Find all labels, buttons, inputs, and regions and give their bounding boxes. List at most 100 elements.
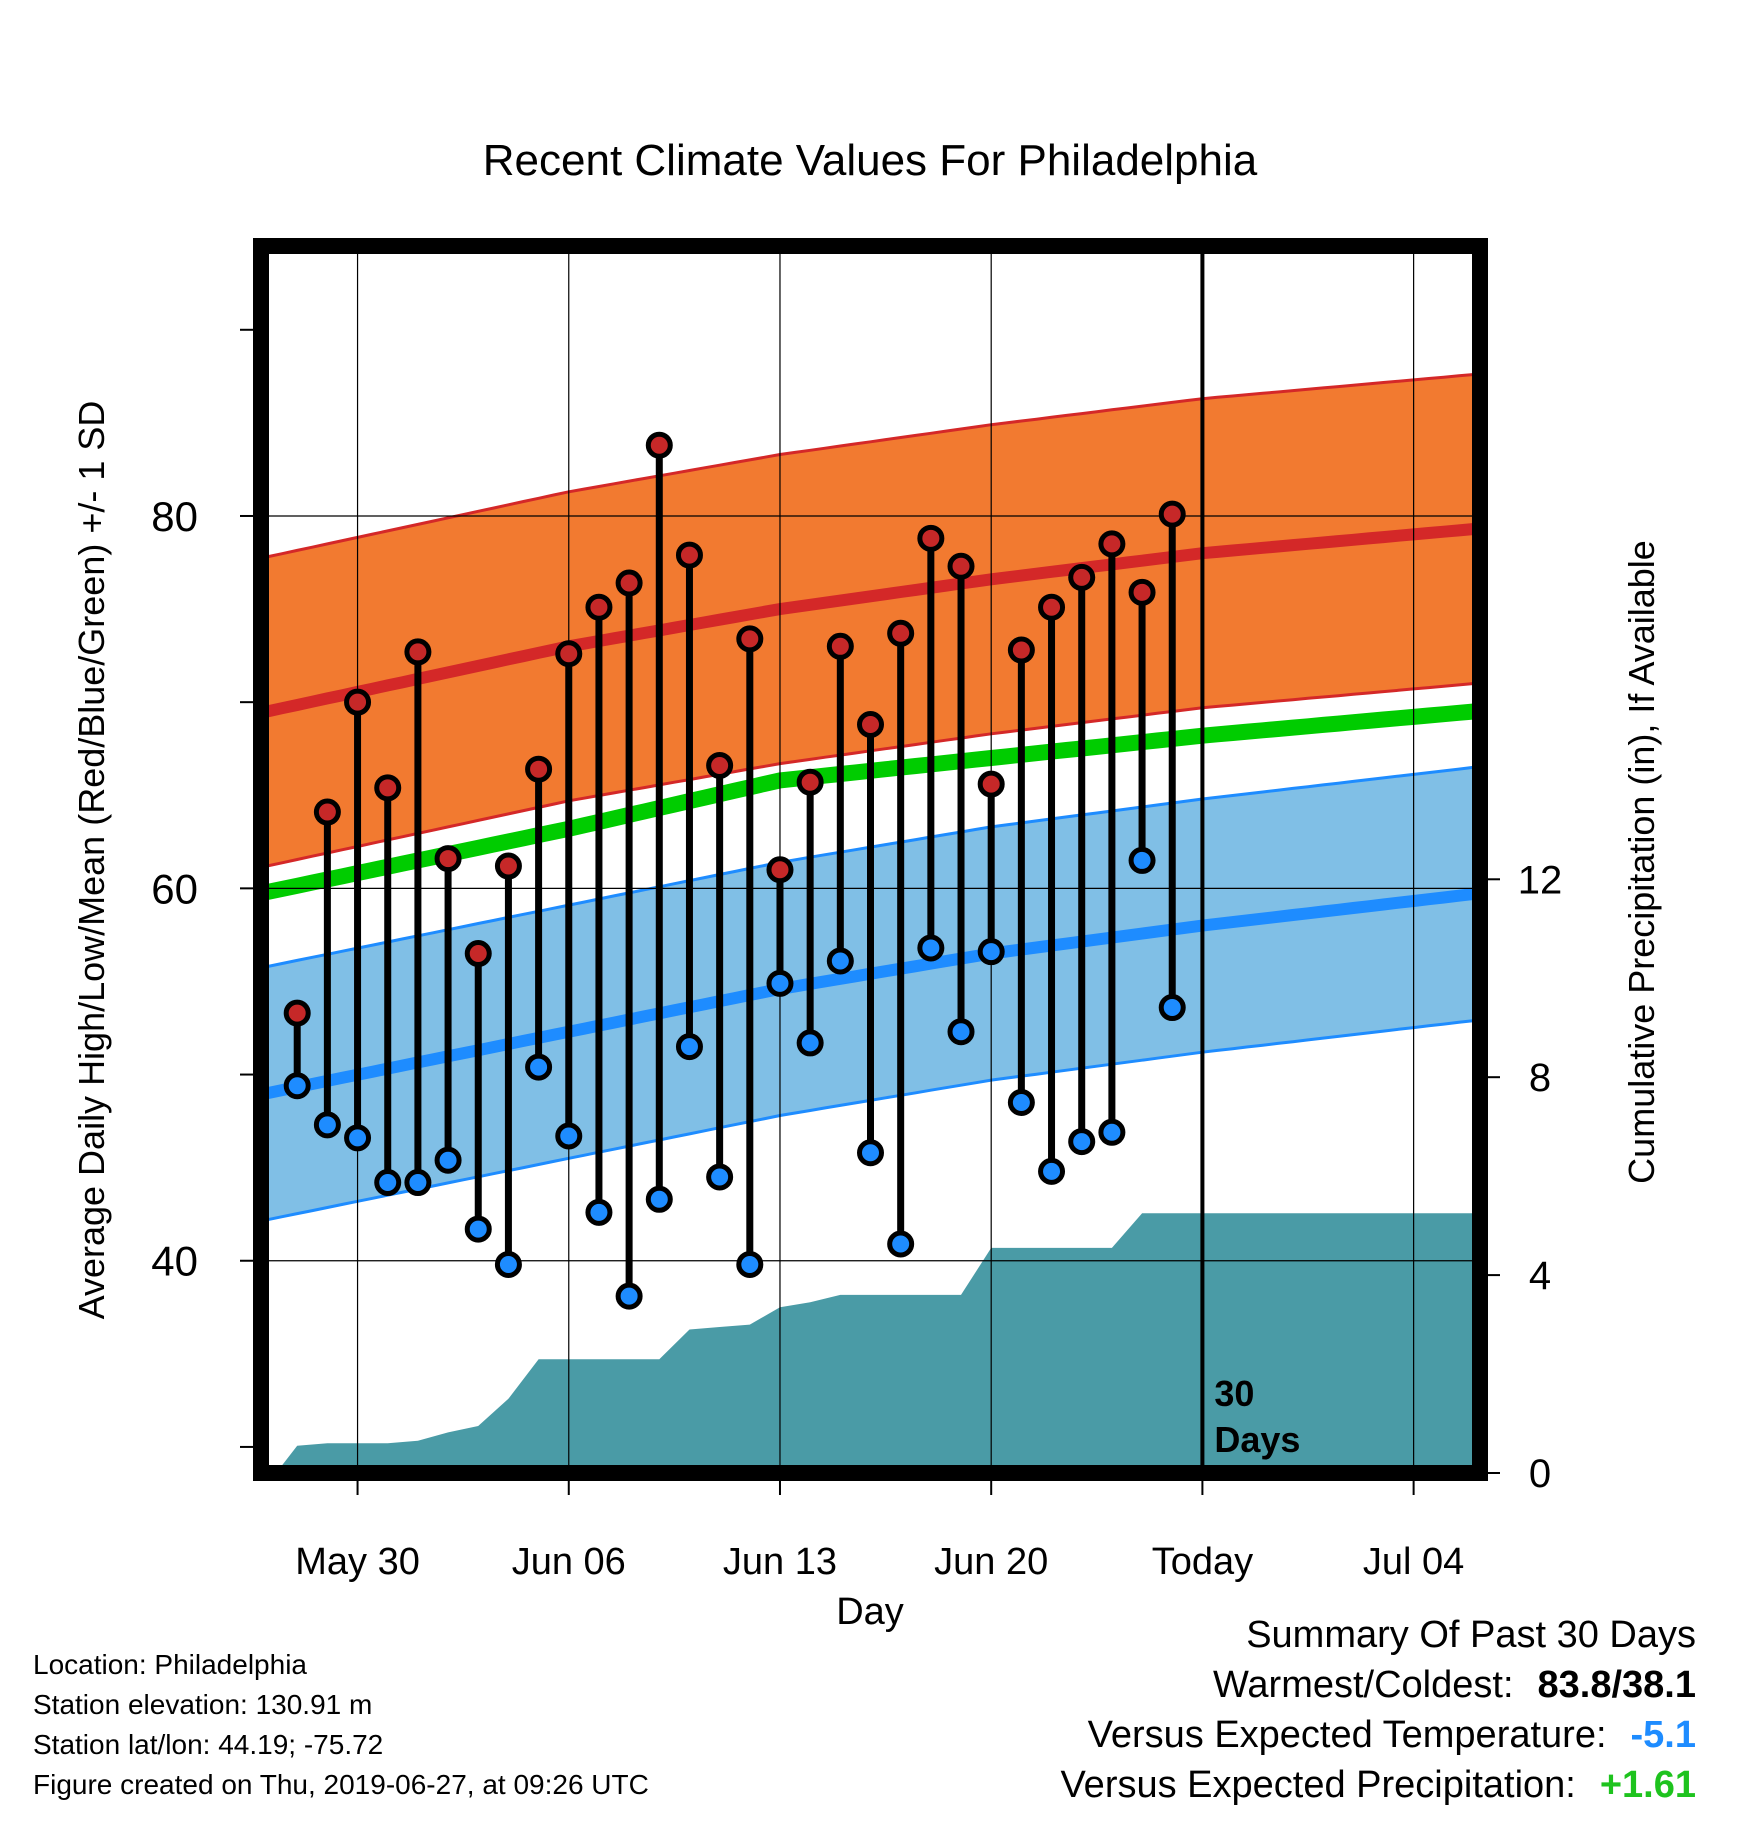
daily-high-marker	[645, 431, 673, 459]
summary-label: Warmest/Coldest:	[1212, 1664, 1514, 1706]
daily-low-marker	[645, 1185, 673, 1213]
y2-tick-label: 0	[1529, 1452, 1551, 1496]
today-window-label-line: Days	[1214, 1419, 1300, 1460]
summary-label: Versus Expected Temperature:	[1087, 1714, 1607, 1756]
y2-tick-label: 12	[1518, 858, 1563, 902]
y-tick-label: 40	[151, 1238, 198, 1285]
daily-high-marker	[857, 711, 884, 739]
summary-heading: Summary Of Past 30 Days	[1246, 1614, 1696, 1656]
daily-low-marker	[374, 1169, 402, 1197]
daily-high-marker	[736, 625, 764, 653]
x-tick-label: Jun 06	[512, 1541, 626, 1583]
daily-high-marker	[313, 798, 341, 826]
daily-high-marker	[615, 569, 643, 597]
daily-low-marker	[977, 938, 1005, 966]
daily-low-marker	[494, 1250, 522, 1278]
summary-value: 83.8/38.1	[1537, 1664, 1696, 1706]
today-window-label: 30 Days	[1214, 1373, 1300, 1460]
daily-low-marker	[555, 1122, 583, 1150]
x-tick-label: Jun 13	[723, 1541, 837, 1583]
today-window-label-line: 30	[1214, 1373, 1254, 1414]
daily-low-marker	[1038, 1157, 1066, 1185]
summary-row-extremes: Warmest/Coldest: 83.8/38.1	[1060, 1660, 1696, 1710]
daily-high-marker	[283, 999, 311, 1027]
daily-low-marker	[464, 1215, 492, 1243]
daily-high-marker	[585, 593, 613, 621]
plot-area: 30 Days	[261, 246, 1480, 1473]
axes: 40 60 80 0 4 8 12 May 30 Jun 06 Jun 13 Jun 20 Today…	[151, 328, 1563, 1583]
created-text: Figure created on Thu, 2019-06-27, at 09…	[33, 1769, 649, 1800]
summary-label: Versus Expected Precipitation:	[1060, 1764, 1576, 1806]
x-tick-label: Jun 20	[934, 1541, 1048, 1583]
elevation-text: Station elevation: 130.91 m	[33, 1689, 373, 1720]
y2-tick-label: 8	[1529, 1056, 1551, 1100]
daily-high-marker	[1068, 563, 1096, 591]
daily-low-marker	[1128, 846, 1156, 874]
daily-high-marker	[977, 770, 1005, 798]
daily-high-marker	[434, 845, 462, 873]
chart-title: Recent Climate Values For Philadelphia	[483, 136, 1258, 185]
daily-high-marker	[917, 524, 945, 552]
daily-low-marker	[1007, 1088, 1035, 1116]
summary-value: -5.1	[1630, 1714, 1696, 1756]
summary-panel: Summary Of Past 30 Days Warmest/Coldest:…	[1060, 1610, 1696, 1810]
precipitation-area	[276, 1213, 1475, 1473]
daily-low-marker	[344, 1124, 372, 1152]
daily-high-marker	[1038, 593, 1066, 621]
daily-low-marker	[857, 1139, 884, 1167]
daily-low-marker	[404, 1169, 432, 1197]
x-tick-label: Jul 04	[1363, 1541, 1464, 1583]
daily-low-marker	[917, 934, 945, 962]
y-tick-label: 80	[151, 493, 198, 540]
daily-high-marker	[374, 774, 402, 802]
daily-low-marker	[283, 1072, 311, 1100]
daily-high-marker	[1158, 500, 1186, 528]
daily-high-marker	[344, 688, 372, 716]
daily-high-marker	[1128, 578, 1156, 606]
daily-high-marker	[766, 856, 794, 884]
daily-low-marker	[615, 1282, 643, 1310]
daily-high-marker	[887, 619, 915, 647]
summary-row-precipitation: Versus Expected Precipitation: +1.61	[1060, 1760, 1696, 1810]
y2-tick-label: 4	[1529, 1254, 1551, 1298]
daily-low-marker	[1068, 1128, 1096, 1156]
daily-high-marker	[826, 632, 854, 660]
daily-low-marker	[1098, 1118, 1126, 1146]
summary-value: +1.61	[1599, 1764, 1696, 1806]
x-axis-label: Day	[836, 1591, 904, 1633]
daily-high-marker	[1098, 530, 1126, 558]
daily-high-marker	[494, 852, 522, 880]
daily-high-marker	[706, 751, 734, 779]
daily-low-marker	[796, 1029, 824, 1057]
daily-low-marker	[1158, 994, 1186, 1022]
y2-axis-label: Cumulative Precipitation (in), If Availa…	[1621, 540, 1662, 1184]
station-info: Location: Philadelphia Station elevation…	[33, 1645, 649, 1805]
daily-high-marker	[947, 552, 975, 580]
daily-high-marker	[404, 638, 432, 666]
normal-high-band-upper-edge	[266, 373, 1475, 559]
daily-high-marker	[555, 640, 583, 668]
daily-low-marker	[736, 1250, 764, 1278]
x-tick-label: Today	[1152, 1541, 1253, 1583]
daily-high-marker	[464, 940, 492, 968]
daily-low-marker	[313, 1111, 341, 1139]
daily-high-marker	[1007, 636, 1035, 664]
daily-low-marker	[766, 969, 794, 997]
y-axis-label: Average Daily High/Low/Mean (Red/Blue/Gr…	[71, 401, 112, 1320]
x-tick-label: May 30	[295, 1541, 420, 1583]
daily-low-marker	[434, 1146, 462, 1174]
daily-high-marker	[675, 541, 703, 569]
daily-low-marker	[525, 1053, 553, 1081]
location-text: Location: Philadelphia	[33, 1649, 307, 1680]
normal-high-band-mean-line	[265, 523, 1475, 718]
plot-frame	[253, 238, 1488, 1481]
daily-low-marker	[706, 1163, 734, 1191]
daily-high-marker	[525, 755, 553, 783]
latlon-text: Station lat/lon: 44.19; -75.72	[33, 1729, 384, 1760]
y-tick-label: 60	[151, 865, 198, 912]
daily-low-marker	[585, 1198, 613, 1226]
daily-low-marker	[826, 947, 854, 975]
daily-low-marker	[947, 1018, 975, 1046]
daily-high-marker	[796, 768, 824, 796]
